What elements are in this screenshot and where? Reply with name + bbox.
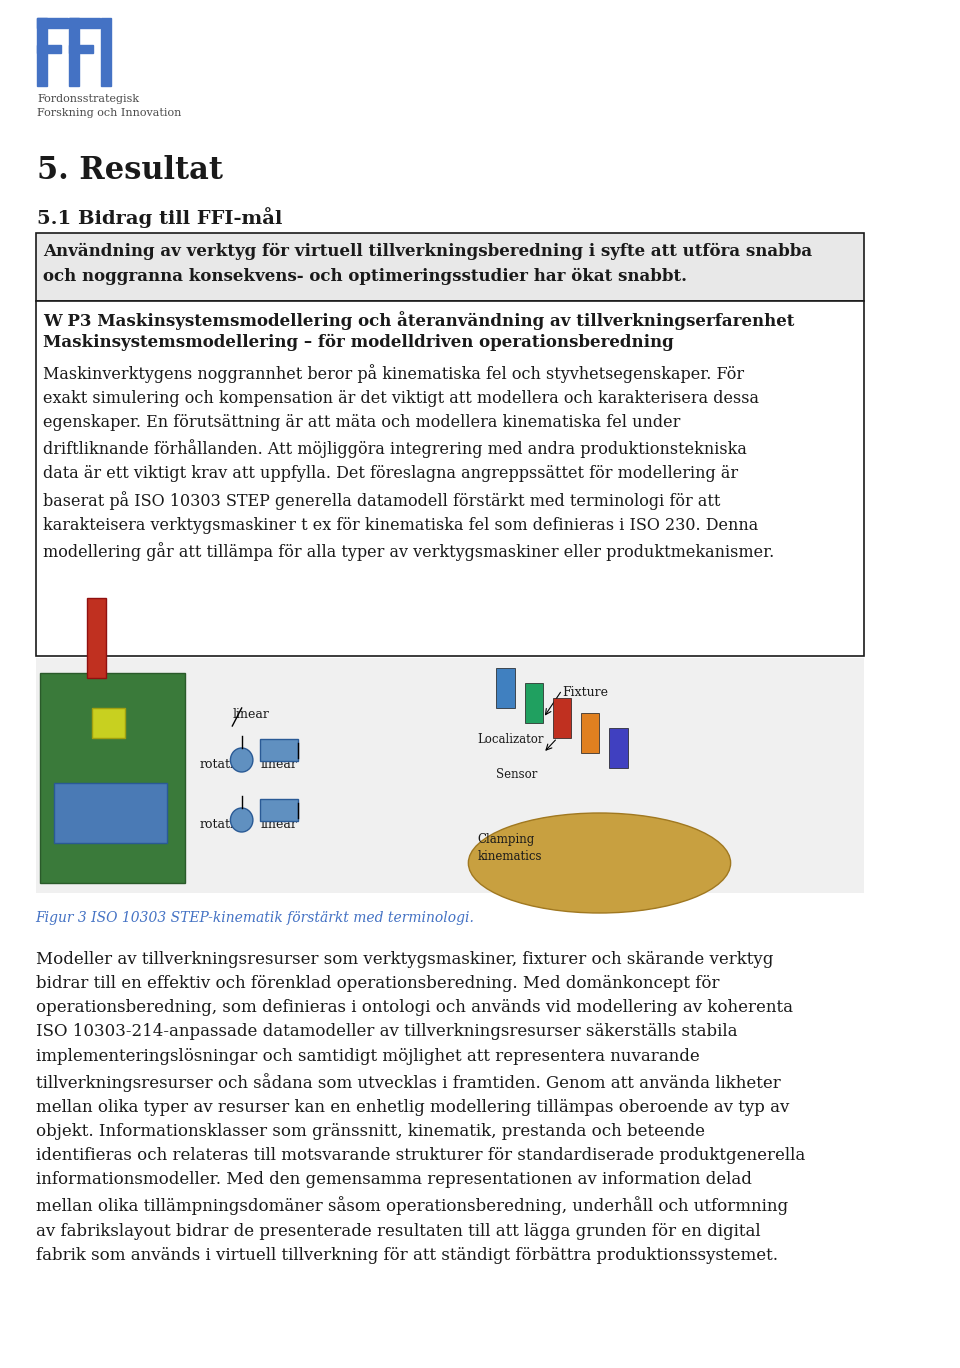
Bar [69,45,93,53]
Bar [609,728,628,767]
Bar [524,683,543,724]
Bar [37,18,47,86]
Text: Fordonsstrategisk: Fordonsstrategisk [37,94,139,104]
Text: Clamping
kinematics: Clamping kinematics [478,833,542,863]
Bar [36,233,864,301]
Text: rotation: rotation [200,758,250,772]
Text: Modeller av tillverkningsresurser som verktygsmaskiner, fixturer och skärande ve: Modeller av tillverkningsresurser som ve… [36,951,804,1264]
Text: Figur 3 ISO 10303 STEP-kinematik förstärkt med terminologi.: Figur 3 ISO 10303 STEP-kinematik förstär… [36,911,474,925]
Bar [36,658,356,893]
Bar [40,673,185,882]
Bar [36,301,864,657]
Bar [55,782,167,843]
Circle shape [230,748,252,772]
Text: Maskinsystemsmodellering – för modelldriven operationsberedning: Maskinsystemsmodellering – för modelldri… [43,334,674,352]
Text: Fixture: Fixture [562,685,608,699]
Text: Sensor: Sensor [496,767,538,781]
Bar [87,598,106,679]
Text: Maskinverktygens noggrannhet beror på kinematiska fel och styvhetsegenskaper. Fö: Maskinverktygens noggrannhet beror på ki… [43,364,775,561]
Bar [69,18,100,27]
Text: linear: linear [260,818,298,830]
Text: rotation: rotation [200,818,250,830]
Bar [581,713,599,752]
Ellipse shape [468,813,731,912]
Text: 5.1 Bidrag till FFI-mål: 5.1 Bidrag till FFI-mål [37,207,283,228]
Text: linear: linear [232,709,269,721]
Bar [260,799,298,821]
Bar [69,18,79,86]
Bar [496,668,516,709]
Text: Forskning och Innovation: Forskning och Innovation [37,108,181,118]
Text: linear: linear [260,758,298,772]
Bar [101,18,110,86]
Text: W P3 Maskinsystemsmodellering och återanvändning av tillverkningserfarenhet: W P3 Maskinsystemsmodellering och återan… [43,311,795,330]
Bar [260,739,298,761]
Text: Localizator: Localizator [478,733,544,746]
Text: 5. Resultat: 5. Resultat [37,155,224,186]
Bar [356,658,864,893]
Bar [92,709,125,737]
Bar [37,18,68,27]
Bar [553,698,571,737]
Text: Användning av verktyg för virtuell tillverkningsberedning i syfte att utföra sna: Användning av verktyg för virtuell tillv… [43,244,812,285]
Bar [37,45,61,53]
Circle shape [230,808,252,832]
